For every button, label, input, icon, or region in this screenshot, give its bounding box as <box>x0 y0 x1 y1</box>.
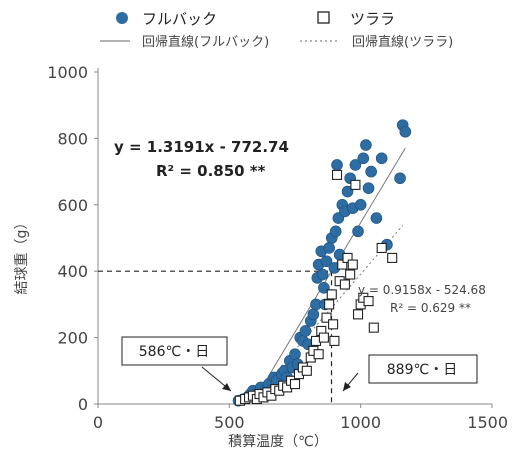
callout-arrowhead-586 <box>222 383 231 391</box>
point-tsurara <box>345 269 356 280</box>
legend: フルバック ツララ 回帰直線(フルバック) 回帰直線(ツララ) <box>100 10 453 50</box>
r2-text-tsurara: R² = 0.629 ** <box>390 301 471 315</box>
regression-line-tsurara <box>248 225 404 405</box>
point-tsurara <box>337 259 348 270</box>
point-tsurara <box>328 319 339 330</box>
point-fullback <box>365 165 377 178</box>
regression-lines <box>248 147 406 405</box>
point-tsurara <box>324 299 335 310</box>
equation-text-tsurara: y = 0.9158x - 524.68 <box>358 283 486 297</box>
y-tick-label: 0 <box>78 395 88 414</box>
point-fullback <box>316 268 329 281</box>
point-fullback <box>394 172 406 185</box>
point-tsurara <box>331 169 343 180</box>
equation-tsurara: y = 0.9158x - 524.68 R² = 0.629 ** <box>358 283 486 315</box>
callout-889: 889℃・日 <box>342 354 478 392</box>
point-fullback <box>331 159 343 171</box>
y-tick-label: 1000 <box>47 63 88 82</box>
point-tsurara <box>321 312 332 323</box>
point-tsurara <box>313 349 324 360</box>
point-tsurara <box>376 242 387 254</box>
y-tick-label: 800 <box>57 129 88 148</box>
point-tsurara <box>326 289 337 300</box>
point-fullback <box>357 152 370 165</box>
r2-text-fullback: R² = 0.850 ** <box>156 162 266 180</box>
y-tick-label: 600 <box>57 196 88 215</box>
point-tsurara <box>363 296 374 307</box>
point-fullback <box>341 185 354 198</box>
point-tsurara <box>368 322 379 333</box>
point-fullback <box>362 182 375 194</box>
point-fullback <box>320 255 333 268</box>
point-fullback <box>349 159 362 171</box>
y-axis-title: 結球重（g） <box>14 216 30 295</box>
point-fullback <box>375 152 388 165</box>
point-fullback <box>289 348 301 361</box>
point-tsurara <box>342 252 353 263</box>
x-tick-label: 0 <box>93 413 103 432</box>
point-fullback <box>399 125 412 138</box>
point-fullback <box>370 212 383 224</box>
point-fullback <box>307 308 320 321</box>
point-tsurara <box>318 332 329 343</box>
point-tsurara <box>347 259 358 270</box>
y-tick-group: 0 200 400 600 800 1000 <box>47 63 98 414</box>
legend-marker-fullback <box>116 12 128 24</box>
callout-arrowhead-889 <box>343 382 351 391</box>
point-tsurara <box>301 365 312 376</box>
point-tsurara <box>289 379 301 390</box>
point-tsurara <box>329 335 340 346</box>
x-tick-label: 1500 <box>467 413 508 432</box>
point-tsurara <box>350 179 361 190</box>
callout-box-889 <box>368 354 478 384</box>
legend-label-regression-tsurara: 回帰直線(ツララ) <box>352 34 453 50</box>
legend-marker-tsurara <box>317 11 330 24</box>
point-fullback <box>352 225 364 238</box>
x-tick-group: 0 500 1000 1500 <box>93 404 508 432</box>
point-tsurara <box>352 309 364 320</box>
legend-label-regression-fullback: 回帰直線(フルバック) <box>142 34 269 50</box>
callout-label-586: 586℃・日 <box>139 344 209 360</box>
point-fullback <box>318 281 330 294</box>
point-tsurara <box>339 279 350 290</box>
points-tsurara <box>234 169 398 406</box>
equation-text-fullback: y = 1.3191x - 772.74 <box>114 138 289 156</box>
legend-label-fullback: フルバック <box>142 10 217 28</box>
point-fullback <box>323 242 335 254</box>
x-axis-title: 積算温度（℃） <box>228 434 328 450</box>
callout-586: 586℃・日 <box>121 336 232 392</box>
point-fullback <box>354 199 367 211</box>
legend-label-tsurara: ツララ <box>350 10 395 28</box>
point-fullback <box>360 139 372 151</box>
point-fullback <box>329 225 342 238</box>
x-tick-label: 1000 <box>340 413 381 432</box>
x-tick-label: 500 <box>214 413 245 432</box>
equation-fullback: y = 1.3191x - 772.74 R² = 0.850 ** <box>114 138 289 180</box>
callout-box-586 <box>121 336 228 366</box>
x-axis: 0 500 1000 1500 <box>93 403 508 432</box>
callout-label-889: 889℃・日 <box>387 362 457 378</box>
y-tick-label: 200 <box>57 329 88 348</box>
point-fullback <box>299 325 312 337</box>
y-tick-label: 400 <box>57 262 88 281</box>
point-tsurara <box>387 252 398 263</box>
regression-line-fullback <box>251 147 406 405</box>
y-axis: 0 200 400 600 800 1000 <box>47 63 99 414</box>
